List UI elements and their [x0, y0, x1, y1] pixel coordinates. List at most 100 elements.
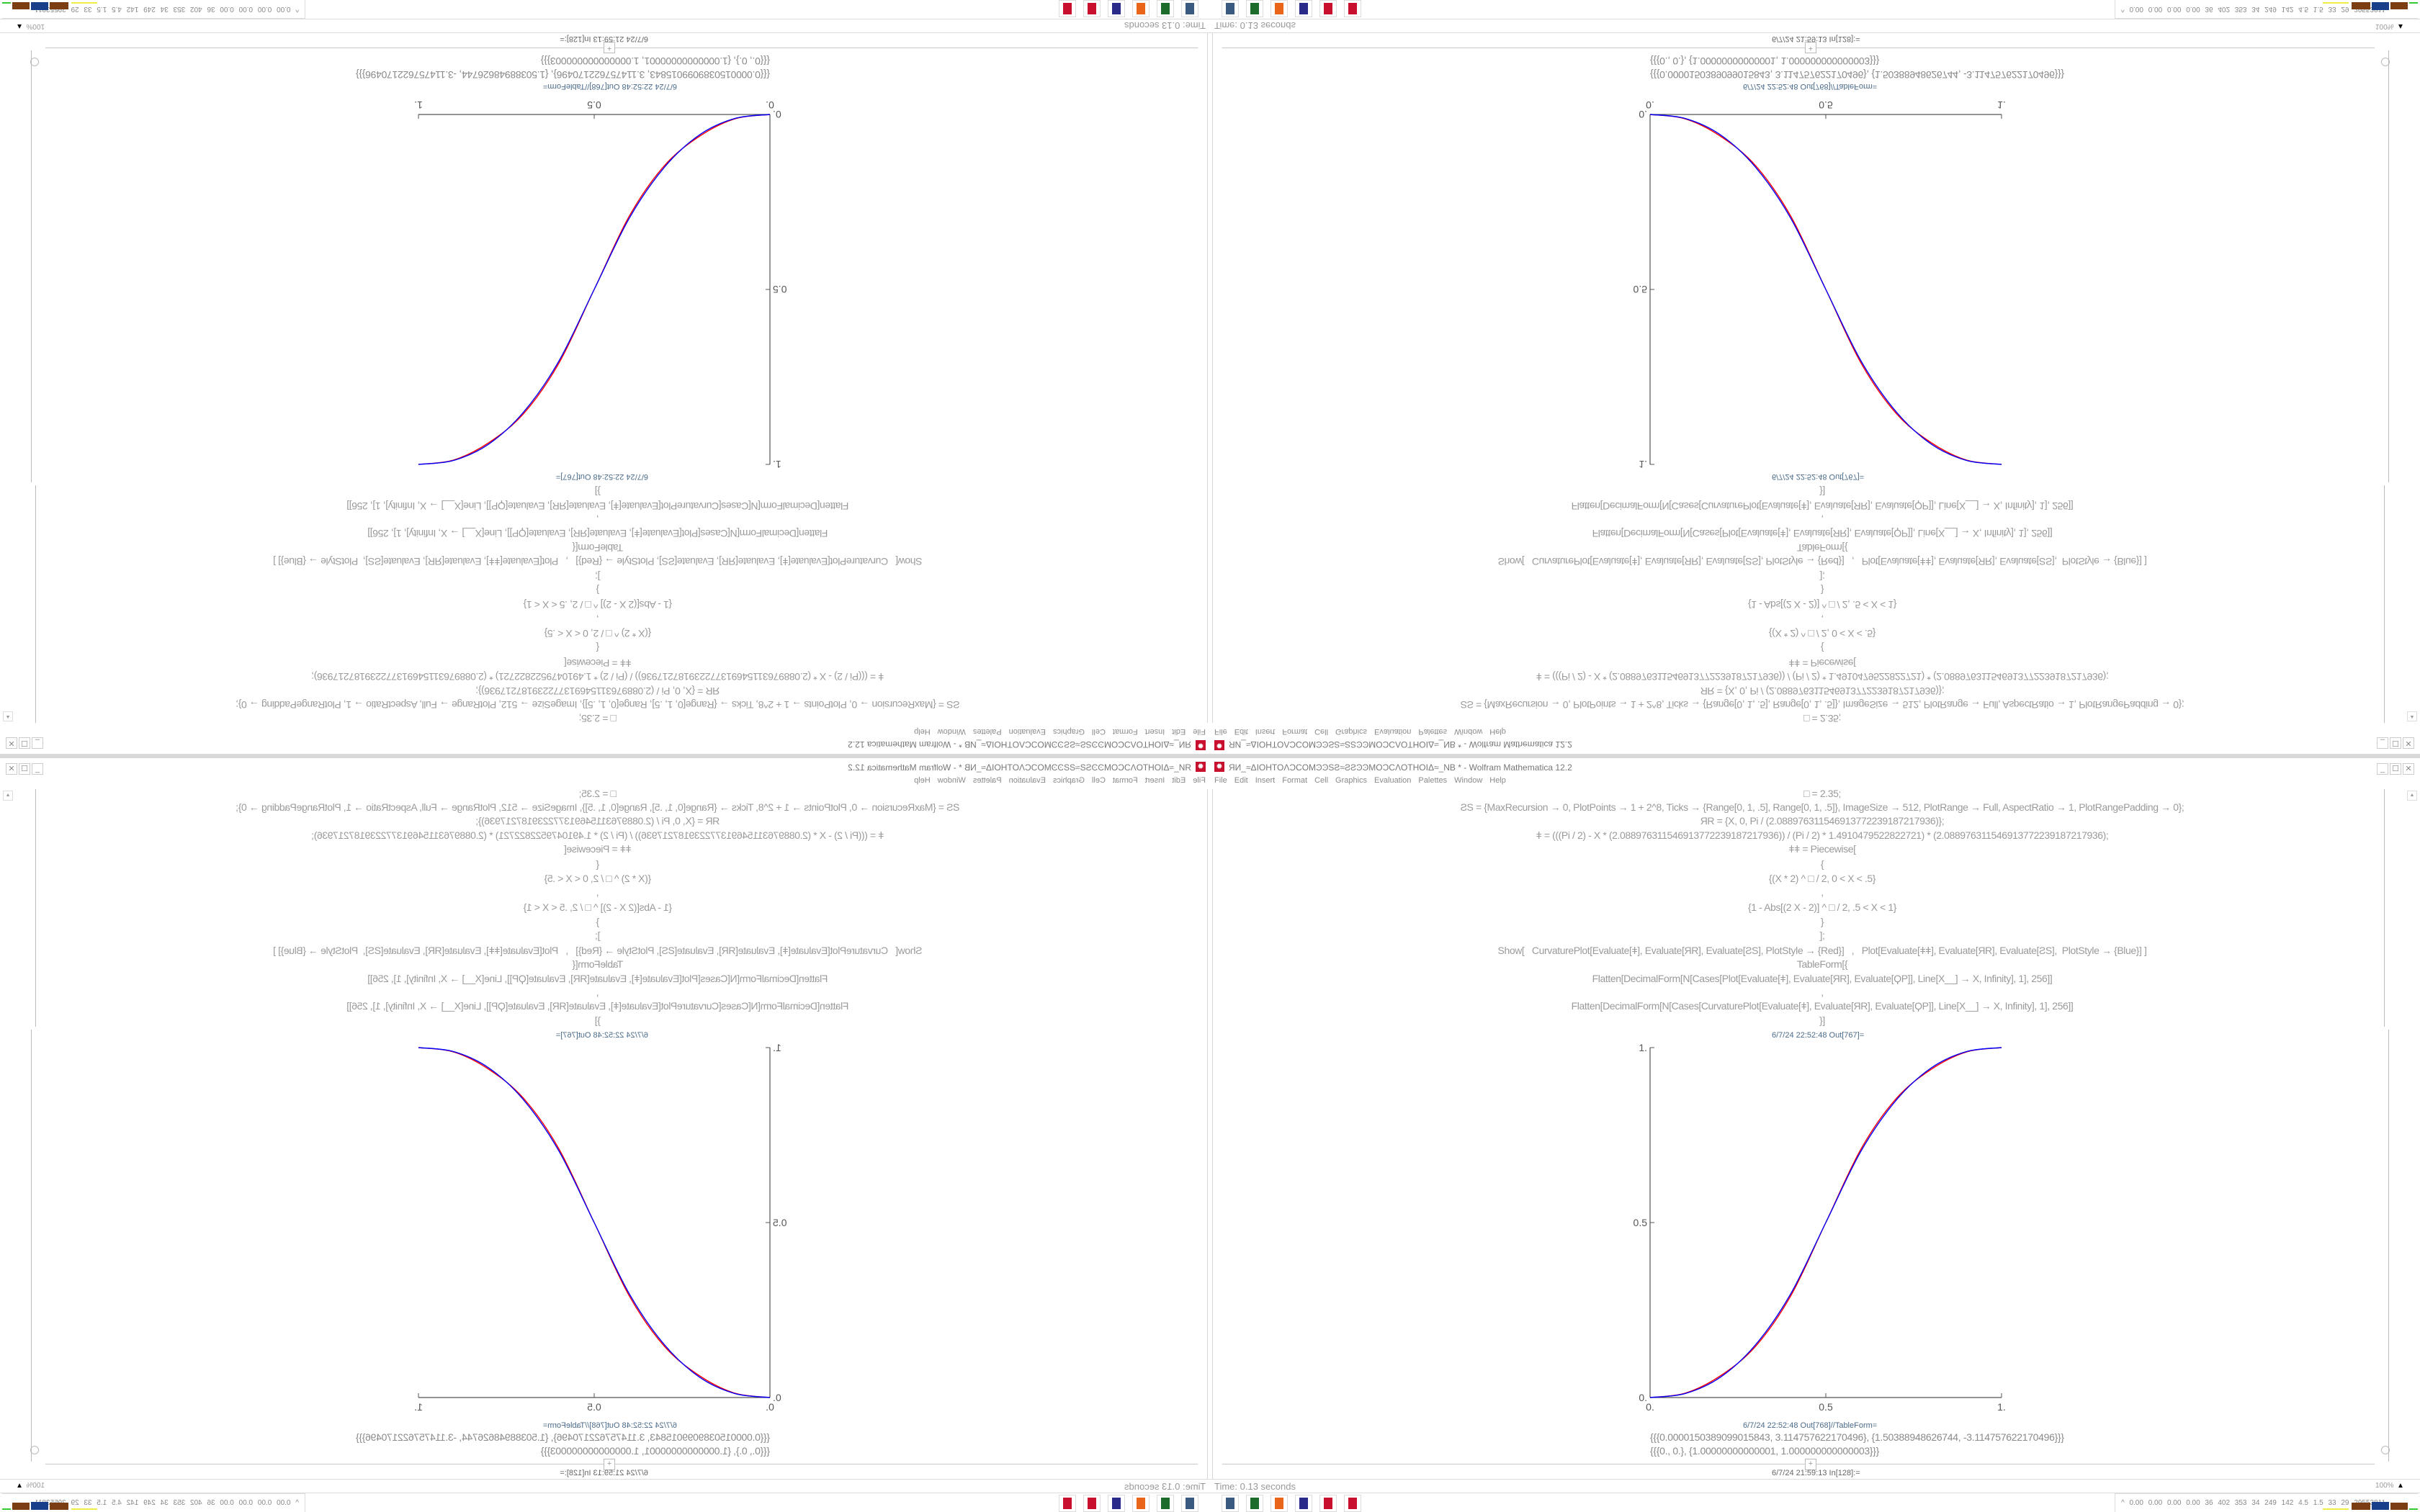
code-line[interactable]: , [1821, 514, 1824, 526]
code-line[interactable]: ƧS = {MaxRecursion → 0, PlotPoints → 1 +… [1460, 699, 2184, 711]
menu-item-cell[interactable]: Cell [1314, 727, 1329, 736]
menu-item-palettes[interactable]: Palettes [1418, 727, 1448, 736]
menu-item-graphics[interactable]: Graphics [1052, 776, 1085, 785]
menu-item-file[interactable]: File [1193, 727, 1206, 736]
menu-item-window[interactable]: Window [1454, 727, 1483, 736]
code-line[interactable]: {(X * 2) ^ □ / 2, 0 < X < .5} [1768, 628, 1876, 639]
menu-item-file[interactable]: File [1214, 776, 1227, 785]
cell-bracket[interactable] [35, 485, 36, 723]
maximize-button[interactable]: ☐ [19, 737, 30, 749]
terminal-icon[interactable] [1246, 0, 1263, 17]
code-line[interactable]: TableForm[{ [1796, 958, 1848, 970]
menu-item-help[interactable]: Help [914, 776, 931, 785]
code-line[interactable]: ǂǂ = Piecewise[ [564, 843, 632, 855]
cell-circle-icon[interactable] [30, 1446, 39, 1454]
code-line[interactable]: TableForm[{ [1796, 542, 1848, 554]
code-line[interactable]: {(X * 2) ^ □ / 2, 0 < X < .5} [1768, 873, 1876, 884]
add-cell-button[interactable]: + [604, 42, 615, 53]
scroll-up-icon[interactable]: ▲ [3, 711, 13, 721]
remote-desktop-icon[interactable] [1181, 1495, 1198, 1512]
mathematica-icon[interactable] [1344, 1495, 1361, 1512]
code-line[interactable]: □ = 2.35; [579, 713, 617, 724]
code-line[interactable]: , [596, 514, 599, 526]
zoom-level[interactable]: 100% [2375, 22, 2394, 30]
menu-item-graphics[interactable]: Graphics [1335, 727, 1368, 736]
code-line[interactable]: ]; [1819, 571, 1825, 582]
maximize-button[interactable]: ☐ [19, 763, 30, 775]
terminal-icon[interactable] [1157, 0, 1174, 17]
menu-item-evaluation[interactable]: Evaluation [1008, 776, 1046, 785]
code-line[interactable]: ǂ = (((Pi / 2) - X * (2.0889763115469137… [311, 829, 884, 841]
remote-desktop-icon[interactable] [1181, 0, 1198, 17]
floppy-64-icon[interactable] [1108, 0, 1125, 17]
mathematica-icon[interactable] [1344, 0, 1361, 17]
scroll-up-icon[interactable]: ▲ [3, 791, 13, 801]
code-line[interactable]: }] [1819, 486, 1825, 498]
code-line[interactable]: Show[ CurvaturePlot[Evaluate[ǂ], Evaluat… [273, 556, 923, 567]
floppy-64-icon[interactable] [1108, 1495, 1125, 1512]
code-line[interactable]: TableForm[{ [572, 542, 624, 554]
menu-item-cell[interactable]: Cell [1091, 776, 1106, 785]
code-line[interactable]: {1 - Abs[(2 X - 2)] ^ □ / 2, .5 < X < 1} [523, 599, 673, 611]
code-line[interactable]: Flatten[DecimalForm[N[Cases[Plot[Evaluat… [1592, 973, 2053, 984]
menu-item-help[interactable]: Help [1489, 776, 1506, 785]
menu-item-edit[interactable]: Edit [1234, 727, 1248, 736]
menu-item-window[interactable]: Window [1454, 776, 1483, 785]
remote-desktop-icon[interactable] [1222, 1495, 1239, 1512]
minimize-button[interactable]: _ [2377, 763, 2388, 775]
scroll-up-icon[interactable]: ▲ [2407, 711, 2417, 721]
zoom-up-icon[interactable]: ▲ [2397, 22, 2404, 30]
code-line[interactable]: Flatten[DecimalForm[N[Cases[CurvaturePlo… [1571, 1000, 2074, 1012]
code-line[interactable]: TableForm[{ [572, 958, 624, 970]
scrollbar[interactable]: ▲ [3, 33, 14, 723]
code-line[interactable]: {(X * 2) ^ □ / 2, 0 < X < .5} [544, 628, 652, 639]
mathematica-icon[interactable] [1059, 0, 1076, 17]
code-line[interactable]: }] [595, 486, 601, 498]
zoom-up-icon[interactable]: ▲ [2397, 1482, 2404, 1490]
code-line[interactable]: }] [595, 1014, 601, 1026]
menu-item-format[interactable]: Format [1112, 776, 1138, 785]
cell-bracket[interactable] [2384, 789, 2385, 1027]
menu-item-graphics[interactable]: Graphics [1335, 776, 1368, 785]
add-cell-button[interactable]: + [1805, 42, 1816, 53]
code-line[interactable]: { [596, 858, 600, 870]
close-button[interactable]: ✕ [6, 763, 17, 775]
scroll-up-icon[interactable]: ▲ [2407, 791, 2417, 801]
cell-circle-icon[interactable] [30, 58, 39, 66]
code-line[interactable]: ЯR = {X, 0, Pi / (2.08897631154691377223… [475, 815, 720, 827]
scrollbar[interactable]: ▲ [3, 789, 14, 1479]
menu-item-evaluation[interactable]: Evaluation [1374, 727, 1412, 736]
floppy-64-icon[interactable] [1295, 1495, 1312, 1512]
code-line[interactable]: Show[ CurvaturePlot[Evaluate[ǂ], Evaluat… [1497, 945, 2147, 956]
code-line[interactable]: } [596, 916, 600, 927]
menu-item-evaluation[interactable]: Evaluation [1008, 727, 1046, 736]
mathematica-icon[interactable] [1083, 0, 1101, 17]
cell-bracket[interactable] [31, 50, 32, 482]
code-line[interactable]: ǂǂ = Piecewise[ [564, 657, 632, 669]
code-line[interactable]: , [596, 886, 599, 898]
code-line[interactable]: } [596, 585, 600, 596]
code-line[interactable]: ǂǂ = Piecewise[ [1788, 657, 1856, 669]
code-line[interactable]: ǂ = (((Pi / 2) - X * (2.0889763115469137… [311, 671, 884, 683]
zoom-level[interactable]: 100% [26, 1482, 45, 1490]
code-line[interactable]: , [1821, 614, 1824, 626]
menu-item-palettes[interactable]: Palettes [972, 776, 1002, 785]
menu-item-palettes[interactable]: Palettes [972, 727, 1002, 736]
scrollbar[interactable]: ▲ [2406, 33, 2417, 723]
code-line[interactable]: , [1821, 886, 1824, 898]
code-line[interactable]: ]; [595, 930, 601, 941]
menu-item-insert[interactable]: Insert [1144, 776, 1165, 785]
code-line[interactable]: , [1821, 986, 1824, 998]
menu-item-insert[interactable]: Insert [1255, 776, 1276, 785]
maximize-button[interactable]: ☐ [2390, 763, 2401, 775]
code-line[interactable]: {1 - Abs[(2 X - 2)] ^ □ / 2, .5 < X < 1} [1747, 599, 1897, 611]
menu-item-file[interactable]: File [1193, 776, 1206, 785]
code-line[interactable]: ]; [595, 571, 601, 582]
code-line[interactable]: , [596, 614, 599, 626]
code-line[interactable]: □ = 2.35; [1803, 713, 1841, 724]
remote-desktop-icon[interactable] [1222, 0, 1239, 17]
code-line[interactable]: ]; [1819, 930, 1825, 941]
add-cell-button[interactable]: + [1805, 1459, 1816, 1470]
code-line[interactable]: , [596, 986, 599, 998]
menu-item-cell[interactable]: Cell [1091, 727, 1106, 736]
